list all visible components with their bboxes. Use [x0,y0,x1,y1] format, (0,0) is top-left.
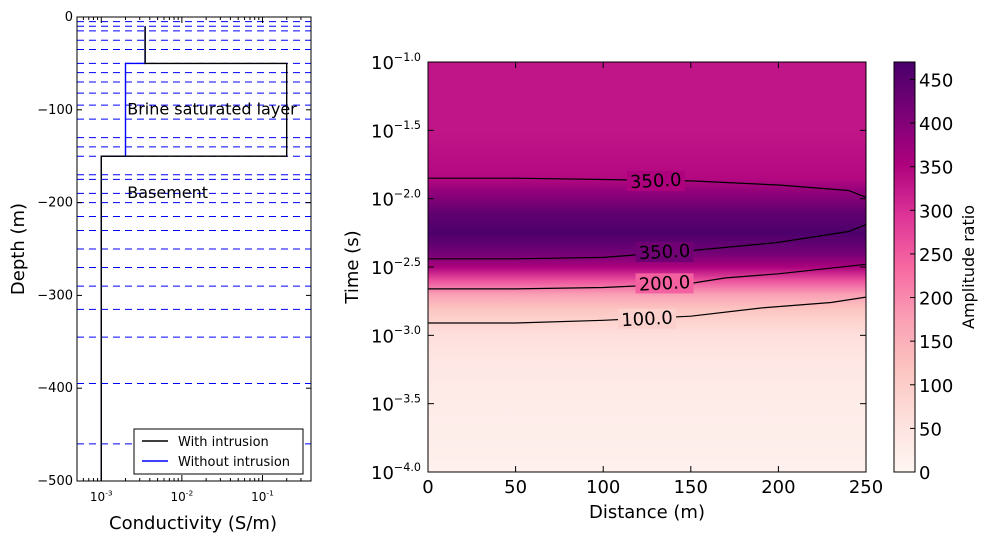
colorbar-tick-label: 250 [919,245,953,266]
left-y-ticks: 0 −100 −200 −300 −400 −500 [37,10,311,489]
tick-exponent: -2 [186,489,193,498]
tick-exponent: −2.0 [394,188,421,201]
conductivity-series [100,26,288,481]
tick-base: 10 [171,490,186,504]
contour-label: 350.0 [638,241,691,265]
y-tick-label: −200 [37,196,73,211]
legend-label: Without intrusion [178,455,290,470]
x-tick-label: 50 [504,477,527,498]
layer-annotation: Brine saturated layer [127,99,297,118]
x-tick-label: 10-2 [171,489,194,504]
colorbar-tick-label: 50 [919,419,942,440]
series-line [100,26,288,481]
tick-base: 10 [251,490,266,504]
colorbar-tick-label: 100 [919,376,953,397]
tick-exponent: −2.5 [394,256,421,269]
colorbar-tick-label: 150 [919,332,953,353]
x-tick-label: 10-3 [90,489,113,504]
heatmap-x-axis-label: Distance (m) [589,502,705,523]
tick-exponent: −1.0 [394,51,421,64]
y-tick-label: −300 [37,288,73,303]
y-tick-label: −100 [37,103,73,118]
tick-exponent: -1 [266,489,274,498]
colorbar-ticks: 0 50 100 150 200 250 300 350 400 450 [910,70,953,484]
tick-base: 10 [371,121,394,142]
heatmap-y-axis-label: Time (s) [342,230,363,304]
series-line [100,26,146,481]
legend-label: With intrusion [178,435,269,450]
contour-label-background [635,241,694,262]
left-x-ticks: 10-3 10-2 10-1 [76,17,312,504]
tick-exponent: −1.5 [394,119,421,132]
left-y-axis-label: Depth (m) [8,203,29,295]
tick-base: 10 [371,258,394,279]
tick-exponent: −4.0 [394,461,421,474]
tick-base: 10 [371,53,394,74]
heatmap-image [428,62,866,472]
x-tick-label: 0 [422,477,433,498]
colorbar-tick-label: 350 [919,158,953,179]
layer-boundary-lines [77,21,311,445]
y-tick-label: 10−1.0 [371,51,421,74]
contour-label-background [618,308,676,329]
x-tick-label: 100 [586,477,620,498]
y-tick-label: 10−2.5 [371,256,421,279]
y-tick-label: −500 [37,474,73,489]
x-tick-label: 10-1 [251,489,274,504]
contour-label-background [626,170,685,191]
colorbar-label: Amplitude ratio [959,205,978,329]
y-tick-label: 10−3.5 [371,393,421,416]
contour-line [428,296,866,324]
tick-base: 10 [90,490,105,504]
colorbar [893,61,916,473]
tick-base: 10 [371,326,394,347]
x-tick-label: 250 [849,477,883,498]
y-tick-label: 10−2.0 [371,188,421,211]
y-tick-label: 10−1.5 [371,119,421,142]
contour-label-background [635,273,694,294]
colorbar-tick-label: 400 [919,114,953,135]
x-tick-label: 150 [674,477,708,498]
contour-label: 350.0 [630,170,683,194]
tick-base: 10 [371,463,394,484]
left-plot-frame [76,16,312,482]
layer-annotation: Basement [127,183,208,202]
colorbar-tick-label: 200 [919,289,953,310]
tick-exponent: -3 [105,489,113,498]
tick-base: 10 [371,190,394,211]
contour-line [428,177,866,198]
legend: With intrusion Without intrusion [133,428,304,475]
colorbar-tick-label: 0 [919,463,930,484]
colorbar-tick-label: 450 [919,70,953,91]
y-tick-label: 10−4.0 [371,461,421,484]
y-tick-label: 10−3.0 [371,324,421,347]
heatmap-y-ticks: 10−1.010−1.510−2.010−2.510−3.010−3.510−4… [371,51,866,484]
x-tick-label: 200 [761,477,795,498]
depth-conductivity-plot: 0−100−200−300−400−500 10-3 10-2 10-1 Brine… [8,10,312,534]
tick-exponent: −3.0 [394,324,421,337]
colorbar-tick-label: 300 [919,201,953,222]
left-x-axis-label: Conductivity (S/m) [109,513,277,534]
heatmap-x-ticks: 0 50 100 150 200 250 [422,62,883,498]
y-tick-label: −400 [37,381,73,396]
tick-base: 10 [371,395,394,416]
legend-box [133,428,304,475]
tick-exponent: −3.5 [394,393,421,406]
contour-labels: 350.0 350.0 200.0 100.0 [618,170,694,332]
left-annotations: Brine saturated layer Basement [127,99,297,202]
contour-label: 100.0 [621,308,674,332]
y-tick-label: 0 [65,10,73,25]
contour-label: 200.0 [638,272,691,296]
